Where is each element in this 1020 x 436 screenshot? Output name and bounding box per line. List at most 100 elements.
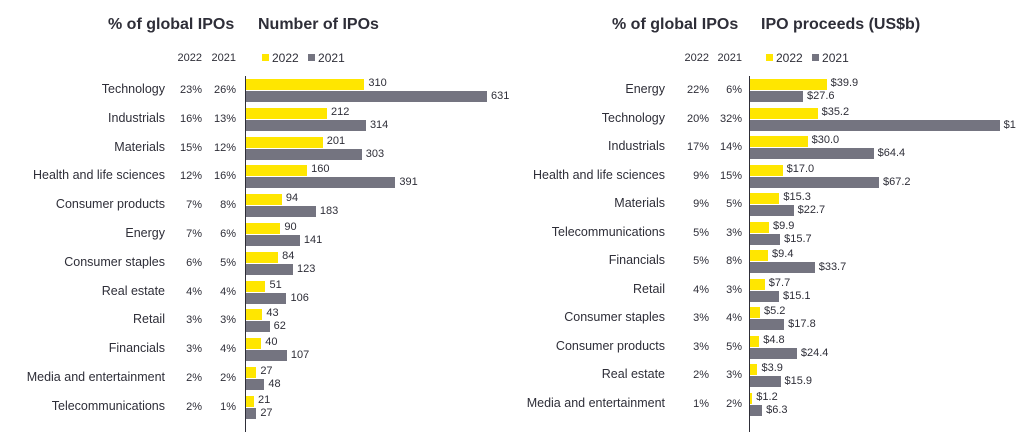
legend-item-2021: 2021 [812, 51, 849, 65]
category-label-health-and-life-sciences: Health and life sciences [32, 168, 165, 183]
category-label-consumer-staples: Consumer staples [64, 254, 165, 269]
value-label-2021-real-estate: 106 [290, 291, 309, 304]
value-label-2021-energy: $27.6 [806, 90, 835, 102]
share-2022-health-and-life-sciences: 12% [179, 170, 202, 183]
bar-2021-industrials [750, 148, 874, 159]
share-2022-financials: 3% [186, 343, 202, 356]
value-label-2022-media-and-entertainment: $1.2 [756, 390, 778, 403]
share-2021-consumer-products: 5% [726, 340, 742, 353]
bar-2021-real-estate [246, 292, 287, 304]
bar-2022-materials [246, 136, 323, 148]
value-label-2021-materials: $22.7 [797, 204, 826, 216]
legend-label-2021: 2021 [318, 51, 345, 65]
bar-2021-health-and-life-sciences [246, 177, 396, 189]
bar-2022-financials [246, 338, 262, 350]
share-2021-technology: 26% [213, 84, 236, 96]
year-header-2021: 2021 [211, 52, 236, 64]
bar-2021-real-estate [750, 376, 781, 387]
value-label-2021-health-and-life-sciences: $67.2 [883, 175, 911, 188]
bar-2022-consumer-products [246, 194, 282, 206]
bar-2022-consumer-staples [750, 307, 760, 318]
bar-2021-energy [750, 91, 803, 102]
bar-2022-technology [750, 107, 818, 119]
share-2022-telecommunications: 5% [693, 226, 709, 239]
share-2022-media-and-entertainment: 2% [186, 372, 202, 384]
bar-2021-telecommunications [246, 407, 257, 419]
category-label-real-estate: Real estate [101, 283, 165, 298]
value-label-2022-materials: $15.3 [783, 191, 811, 203]
value-label-2022-health-and-life-sciences: $17.0 [786, 162, 815, 175]
category-label-industrials: Industrials [108, 110, 165, 125]
share-2021-consumer-products: 8% [220, 199, 236, 212]
category-label-energy: Energy [125, 226, 165, 240]
bar-2021-consumer-products [750, 347, 797, 359]
category-label-technology: Technology [601, 110, 665, 125]
value-label-2022-financials: 40 [265, 336, 278, 349]
category-label-materials: Materials [114, 139, 165, 154]
share-2022-real-estate: 2% [693, 369, 709, 381]
category-label-media-and-entertainment: Media and entertainment [526, 395, 665, 410]
share-2022-retail: 3% [186, 314, 202, 327]
share-2022-consumer-products: 3% [693, 340, 709, 353]
value-label-2021-real-estate: $15.9 [784, 375, 813, 387]
share-2021-financials: 8% [726, 255, 742, 267]
number-of-ipos-panel: % of global IPOs Number of IPOs 2022 202… [27, 16, 510, 432]
value-label-2022-consumer-products: $4.8 [763, 333, 785, 346]
share-2022-media-and-entertainment: 1% [693, 397, 709, 410]
bar-2022-health-and-life-sciences [246, 165, 308, 177]
value-label-2022-consumer-products: 94 [285, 192, 299, 205]
category-label-consumer-products: Consumer products [555, 338, 665, 353]
share-header: % of global IPOs [108, 16, 235, 33]
value-label-2021-telecommunications: 27 [260, 406, 273, 419]
share-2021-industrials: 13% [213, 112, 236, 125]
year-header-2022: 2022 [684, 52, 709, 64]
bar-2022-retail [750, 278, 765, 290]
value-label-2022-media-and-entertainment: 27 [260, 365, 273, 377]
bar-2022-retail [246, 309, 263, 321]
bar-2022-industrials [750, 136, 808, 147]
share-2022-industrials: 17% [686, 141, 709, 153]
share-2021-materials: 5% [726, 198, 742, 210]
share-2021-energy: 6% [220, 228, 236, 240]
category-label-telecommunications: Telecommunications [551, 224, 665, 239]
value-label-2021-media-and-entertainment: $6.3 [766, 403, 788, 416]
category-axis [245, 76, 246, 432]
bar-2021-media-and-entertainment [750, 404, 763, 416]
category-label-consumer-staples: Consumer staples [564, 310, 665, 324]
share-header: % of global IPOs [612, 16, 739, 33]
value-label-2021-industrials: $64.4 [877, 147, 906, 159]
value-label-2021-technology: $1 [1003, 118, 1016, 131]
share-2021-retail: 3% [220, 314, 236, 327]
value-label-2021-retail: 62 [273, 320, 286, 333]
bar-2022-media-and-entertainment [246, 367, 257, 378]
value-label-2022-technology: $35.2 [821, 105, 850, 118]
share-2021-health-and-life-sciences: 15% [719, 169, 742, 182]
value-label-2022-telecommunications: $9.9 [773, 219, 795, 232]
value-label-2021-consumer-products: $24.4 [800, 346, 829, 359]
share-2022-materials: 15% [179, 141, 202, 154]
bar-2022-media-and-entertainment [750, 392, 753, 404]
share-2022-energy: 22% [686, 84, 709, 96]
bar-2022-energy [246, 223, 281, 234]
bar-2022-real-estate [246, 280, 266, 292]
category-label-retail: Retail [133, 312, 165, 327]
ipo-proceeds-panel: % of global IPOs IPO proceeds (US$b) 202… [510, 0, 1020, 436]
value-label-2022-consumer-staples: 84 [282, 249, 295, 262]
category-label-telecommunications: Telecommunications [51, 398, 165, 413]
bar-2022-telecommunications [246, 395, 255, 407]
value-label-2021-telecommunications: $15.7 [784, 232, 812, 245]
legend-label-2021: 2021 [822, 51, 849, 65]
bar-2021-technology [246, 91, 488, 102]
value-label-2021-retail: $15.1 [782, 289, 811, 302]
bar-2021-telecommunications [750, 233, 781, 245]
category-label-energy: Energy [625, 82, 665, 96]
share-2021-retail: 3% [726, 283, 742, 296]
category-axis [749, 76, 750, 432]
value-label-2022-technology: 310 [368, 77, 387, 89]
bar-2022-consumer-products [750, 335, 760, 347]
bar-2021-retail [750, 290, 779, 302]
value-label-2021-industrials: 314 [369, 118, 389, 131]
bar-2021-consumer-products [246, 206, 316, 218]
value-label-2021-technology: 631 [491, 90, 510, 102]
value-label-2022-financials: $9.4 [772, 248, 794, 260]
